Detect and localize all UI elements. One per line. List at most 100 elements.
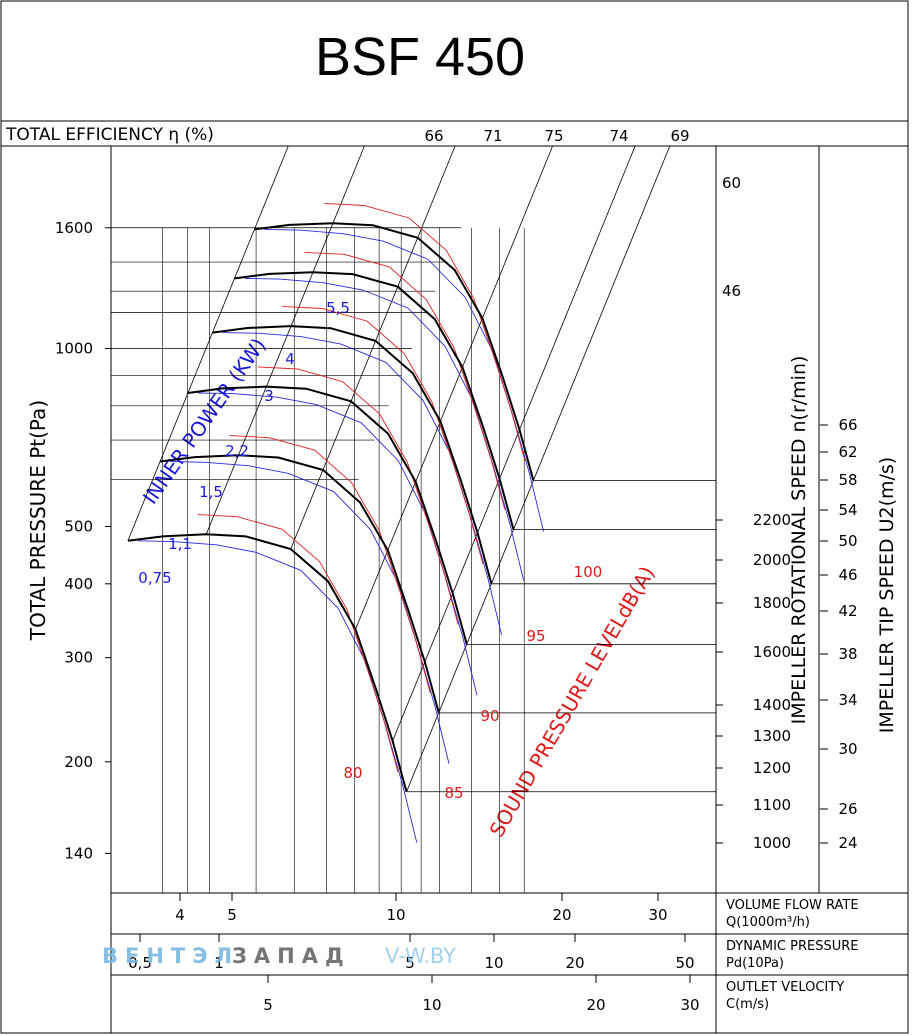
tip-speed-label: 46	[838, 566, 857, 584]
power-label: 3	[264, 387, 274, 405]
pressure-curve	[127, 533, 408, 792]
efficiency-value: 71	[483, 127, 502, 145]
tip-speed-label: 54	[838, 501, 857, 519]
scale-tick-label: 1	[214, 954, 224, 972]
speed-label: 1400	[753, 696, 791, 714]
y-tick-label: 300	[64, 649, 93, 667]
sound-curve	[304, 251, 506, 510]
scale-tick-label: 30	[680, 996, 699, 1014]
tip-speed-label: 38	[838, 645, 857, 663]
efficiency-value: 66	[424, 127, 443, 145]
scale-tick-label: 20	[565, 954, 584, 972]
scale-tick-label: 10	[422, 996, 441, 1014]
scale-unit: Q(1000m³/h)	[726, 915, 810, 930]
chart-title: BSF 450	[315, 27, 525, 87]
efficiency-value: 60	[722, 174, 741, 192]
efficiency-value: 69	[670, 127, 689, 145]
power-curve	[222, 332, 503, 635]
efficiency-line	[406, 145, 671, 792]
scale-label: OUTLET VELOCITY	[726, 980, 844, 995]
power-label: 1,5	[199, 483, 223, 501]
sound-curve	[197, 514, 399, 773]
sound-curve	[324, 202, 526, 461]
power-curve	[264, 228, 545, 532]
sound-label: 80	[343, 764, 362, 782]
sound-label: 95	[526, 627, 545, 645]
efficiency-line	[392, 145, 636, 742]
power-label: 2,2	[225, 442, 249, 460]
tip-speed-label: 26	[838, 800, 857, 818]
sound-label: 100	[574, 563, 603, 581]
y-tick-label: 500	[64, 517, 93, 535]
y-tick-label: 200	[64, 753, 93, 771]
speed-label: 1300	[753, 727, 791, 745]
tip-speed-label: 58	[838, 471, 857, 489]
tip-speed-label: 62	[838, 443, 857, 461]
power-label: 5,5	[326, 299, 350, 317]
tip-speed-label: 66	[838, 416, 857, 434]
speed-label: 1600	[753, 643, 791, 661]
pressure-curve	[187, 385, 468, 645]
sound-axis-title: SOUND PRESSURE LEVELdB(A)	[484, 562, 659, 841]
scale-tick-label: 5	[263, 996, 273, 1014]
power-label: 0,75	[138, 569, 171, 587]
speed-label: 1200	[753, 759, 791, 777]
watermark-part-2: ЗАПАД	[232, 944, 351, 968]
pressure-curve	[254, 222, 535, 481]
tip-speed-label: 24	[838, 834, 857, 852]
scale-tick-label: 20	[552, 906, 571, 924]
efficiency-label: TOTAL EFFICIENCY η (%)	[5, 125, 214, 145]
efficiency-line	[290, 145, 456, 550]
sound-curve	[282, 305, 484, 565]
efficiency-line	[355, 145, 553, 630]
tip-axis-title: IMPELLER TIP SPEED U2(m/s)	[876, 457, 898, 733]
efficiency-value: 75	[544, 127, 563, 145]
scale-tick-label: 4	[175, 906, 185, 924]
scale-label: VOLUME FLOW RATE	[726, 898, 859, 913]
speed-label: 1000	[753, 834, 791, 852]
y-tick-label: 1600	[55, 219, 93, 237]
scale-unit: C(m/s)	[726, 997, 769, 1012]
watermark: ВЕНТЭЛ ЗАПАД V-W.BY	[102, 944, 456, 968]
sound-curve	[229, 434, 431, 694]
scale-tick-label: 0,5	[128, 954, 152, 972]
scale-tick-label: 50	[675, 954, 694, 972]
speed-axis-title: IMPELLER ROTATIONAL SPEED n(r/min)	[788, 356, 810, 725]
scale-tick-label: 5	[405, 954, 415, 972]
efficiency-line	[205, 145, 365, 535]
efficiency-value: 74	[609, 127, 628, 145]
watermark-part-3: V-W.BY	[385, 944, 456, 968]
tip-speed-label: 42	[838, 602, 857, 620]
tip-speed-label: 30	[838, 740, 857, 758]
scale-tick-label: 10	[484, 954, 503, 972]
sound-curve	[257, 366, 459, 625]
pressure-curve	[234, 271, 515, 530]
scale-unit: Pd(10Pa)	[726, 956, 784, 971]
power-label: 4	[285, 350, 295, 368]
pressure-curve	[159, 454, 440, 714]
scale-tick-label: 5	[227, 906, 237, 924]
sound-label: 90	[480, 707, 499, 725]
power-curve	[170, 461, 450, 764]
efficiency-value: 46	[722, 282, 741, 300]
power-label: 1,1	[168, 535, 192, 553]
scale-tick-label: 20	[586, 996, 605, 1014]
y-tick-label: 400	[64, 575, 93, 593]
speed-label: 2000	[753, 551, 791, 569]
y-tick-label: 1000	[55, 339, 93, 357]
watermark-part-1: ВЕНТЭЛ	[102, 944, 239, 968]
speed-label: 2200	[753, 511, 791, 529]
speed-label: 1100	[753, 796, 791, 814]
y-tick-label: 140	[64, 844, 93, 862]
scale-tick-label: 10	[386, 906, 405, 924]
y-axis-title: TOTAL PRESSURE Pt(Pa)	[26, 400, 50, 641]
power-curve	[138, 540, 418, 843]
power-curve	[198, 392, 478, 696]
tip-speed-label: 34	[838, 691, 857, 709]
speed-label: 1800	[753, 594, 791, 612]
tip-speed-label: 50	[838, 532, 857, 550]
efficiency-line	[127, 145, 289, 541]
pressure-curve	[212, 325, 493, 585]
